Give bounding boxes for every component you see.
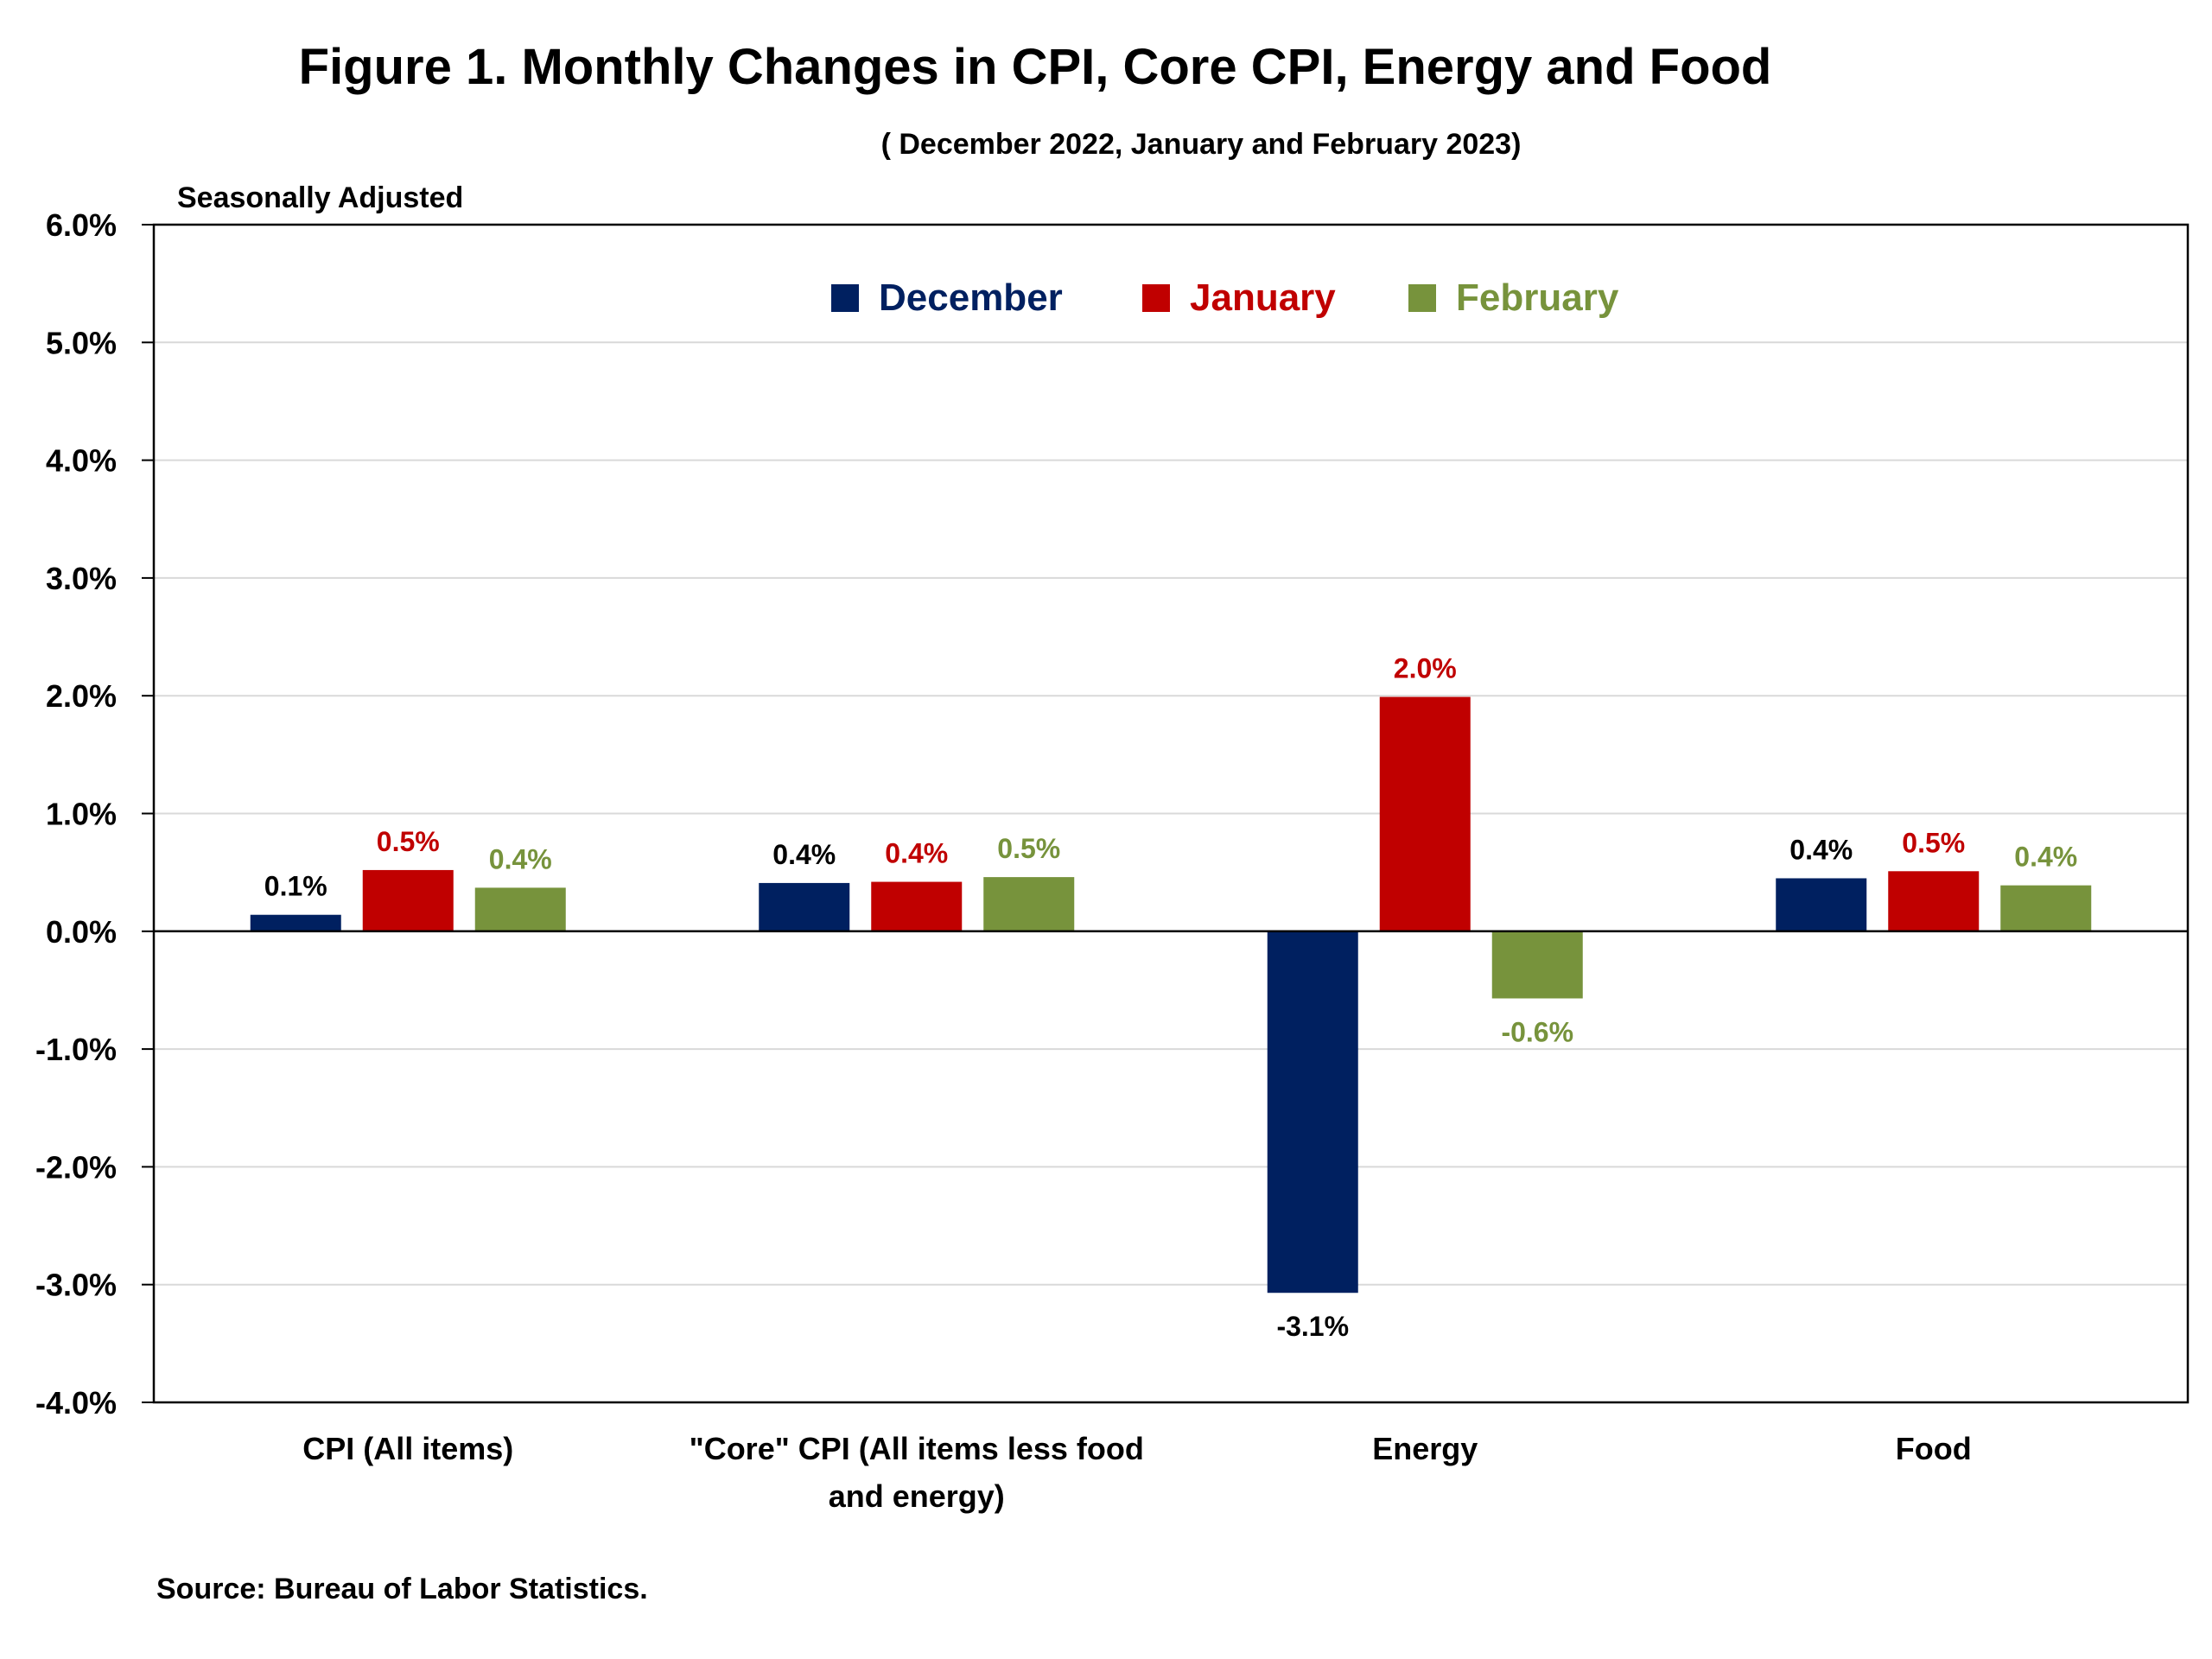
- legend-label: February: [1456, 276, 1619, 319]
- data-label: -0.6%: [1501, 1016, 1573, 1047]
- bar-january: [362, 869, 454, 931]
- bar-december: [250, 914, 341, 931]
- data-label: 0.4%: [885, 838, 948, 869]
- legend-swatch: [1142, 284, 1170, 312]
- data-label: 0.4%: [2014, 842, 2077, 873]
- chart-subtitle: ( December 2022, January and February 20…: [881, 128, 1522, 161]
- legend: December January February: [831, 276, 1619, 319]
- y-tick-label: 6.0%: [46, 207, 117, 243]
- category-label: and energy): [829, 1478, 1005, 1514]
- legend-swatch: [831, 284, 859, 312]
- legend-label: January: [1190, 276, 1336, 319]
- data-label: 0.4%: [489, 843, 552, 874]
- bar-december: [1776, 878, 1867, 931]
- y-tick-label: 1.0%: [46, 797, 117, 832]
- category-label: Energy: [1372, 1431, 1478, 1466]
- bar-december: [1267, 931, 1358, 1294]
- y-tick-label: 0.0%: [46, 914, 117, 950]
- source-note: Source: Bureau of Labor Statistics.: [156, 1573, 648, 1605]
- data-label: 0.1%: [264, 871, 327, 902]
- bar-february: [1491, 931, 1583, 999]
- y-tick-label: 2.0%: [46, 678, 117, 714]
- y-axis-label: Seasonally Adjusted: [177, 181, 463, 214]
- bar-february: [474, 887, 566, 931]
- bar-february: [2000, 885, 2092, 931]
- bar-january: [1888, 871, 1980, 931]
- category-label: "Core" CPI (All items less food: [690, 1431, 1144, 1466]
- y-tick-label: -4.0%: [35, 1385, 117, 1421]
- category-label: Food: [1896, 1431, 1972, 1466]
- data-label: 2.0%: [1394, 653, 1457, 684]
- bar-january: [1379, 696, 1471, 931]
- data-labels: 0.1% 0.4% -3.1% 0.4% 0.5% 0.4% 2.0% 0.5% 0.4% 0.5…: [264, 653, 2077, 1343]
- bar-january: [871, 881, 963, 931]
- y-tick-label: -2.0%: [35, 1149, 117, 1185]
- axes: 6.0% 5.0% 4.0% 3.0% 2.0% 1.0% 0.0% -1.0% -2.0% -3…: [35, 207, 2190, 1514]
- data-label: 0.5%: [377, 826, 440, 857]
- y-tick-label: -1.0%: [35, 1032, 117, 1067]
- data-label: 0.4%: [1789, 834, 1853, 865]
- category-label: CPI (All items): [302, 1431, 513, 1466]
- gridlines: [154, 341, 2188, 1286]
- y-tick-label: -3.0%: [35, 1268, 117, 1303]
- bars: [250, 696, 2092, 1294]
- legend-label: December: [879, 276, 1063, 319]
- bar-december: [759, 882, 850, 931]
- plot-frame: [152, 223, 2190, 1404]
- bar-february: [983, 877, 1075, 931]
- y-tick-label: 5.0%: [46, 325, 117, 360]
- data-label: 0.5%: [1902, 827, 1965, 858]
- chart-title: Figure 1. Monthly Changes in CPI, Core C…: [299, 39, 1772, 95]
- data-label: 0.4%: [772, 839, 836, 870]
- y-tick-label: 4.0%: [46, 443, 117, 479]
- data-label: -3.1%: [1276, 1311, 1349, 1342]
- legend-swatch: [1408, 284, 1436, 312]
- data-label: 0.5%: [997, 833, 1060, 864]
- y-tick-label: 3.0%: [46, 561, 117, 596]
